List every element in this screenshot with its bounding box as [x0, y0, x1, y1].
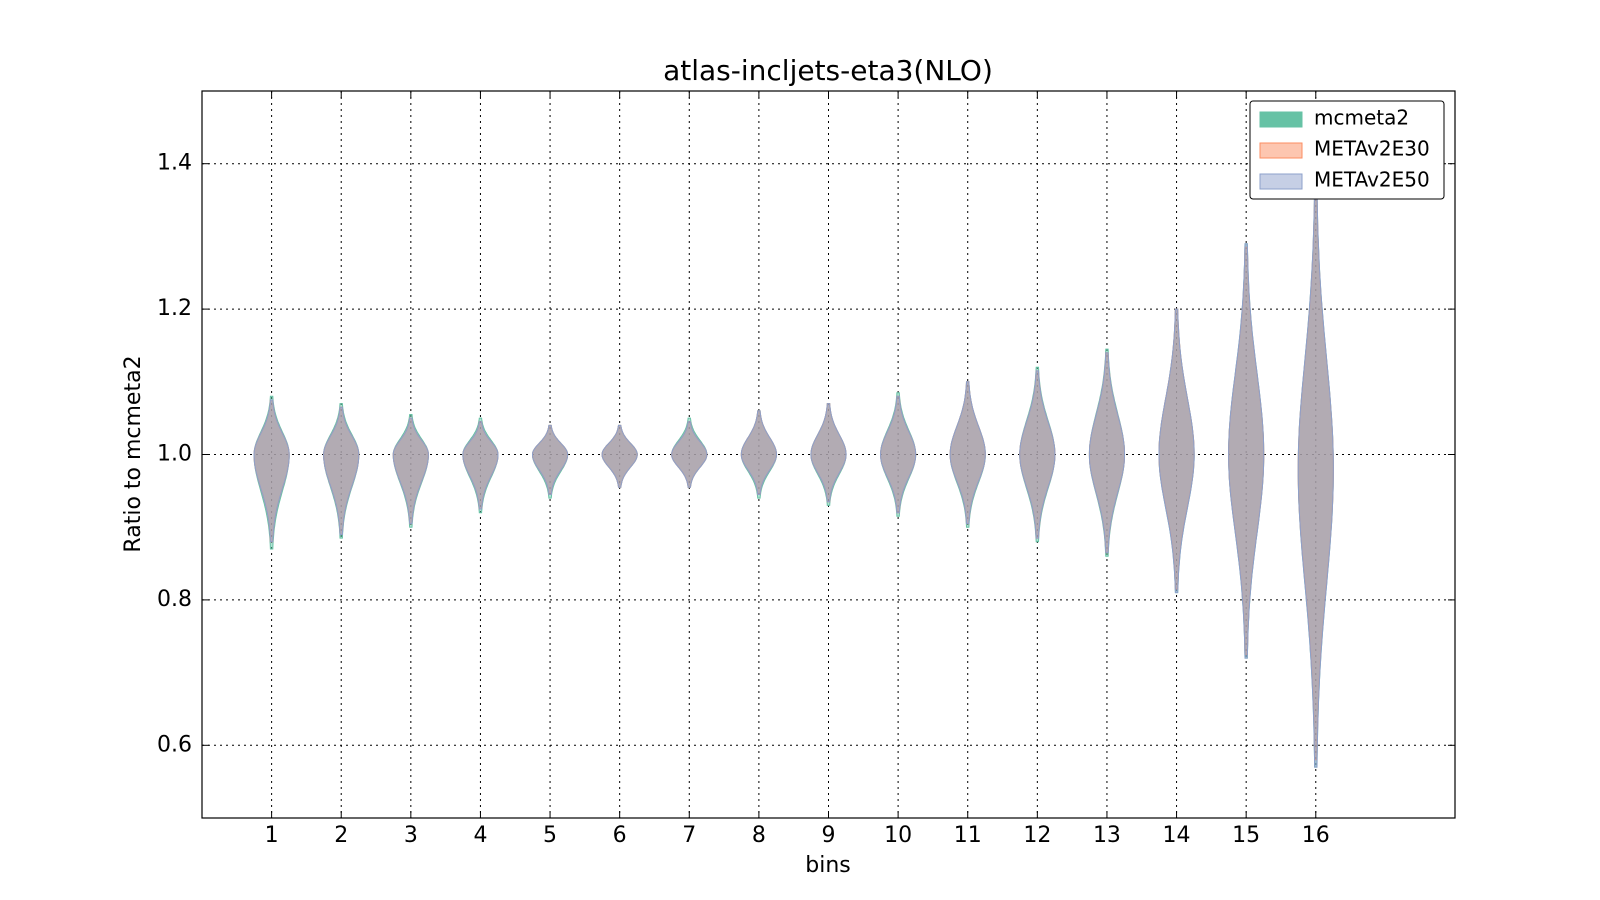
plot-frame: [201, 90, 1456, 819]
x-tick-label: 16: [1302, 823, 1330, 848]
y-axis-label: Ratio to mcmeta2: [121, 355, 146, 552]
x-tick-label: 9: [822, 823, 836, 848]
x-tick-label: 10: [884, 823, 912, 848]
chart-title: atlas-incljets-eta3(NLO): [663, 54, 993, 87]
x-tick-label: 1: [265, 823, 279, 848]
y-tick-label: 0.8: [157, 587, 192, 612]
violin: [740, 410, 777, 495]
violin: [462, 421, 499, 510]
violin: [532, 424, 569, 495]
violin: [671, 421, 708, 488]
violin: [253, 399, 290, 543]
violin: [879, 395, 917, 514]
violin: [810, 403, 847, 503]
legend-label: mcmeta2: [1314, 106, 1409, 130]
violin: [323, 406, 360, 535]
violin: [1088, 352, 1125, 554]
y-tick-label: 1.2: [157, 296, 192, 321]
x-tick-label: 13: [1093, 823, 1121, 848]
x-tick-label: 5: [543, 823, 557, 848]
violin: [601, 424, 638, 488]
violin: [949, 381, 986, 525]
legend-label: METAv2E30: [1314, 137, 1430, 161]
x-tick-label: 11: [954, 823, 982, 848]
x-tick-label: 8: [752, 823, 766, 848]
legend-label: METAv2E50: [1314, 168, 1430, 192]
violin: [392, 417, 429, 525]
legend-swatch: [1259, 173, 1303, 190]
violin: [1019, 370, 1056, 539]
x-tick-label: 4: [473, 823, 487, 848]
x-tick-label: 6: [613, 823, 627, 848]
x-tick-label: 7: [682, 823, 696, 848]
legend-swatch: [1259, 111, 1303, 128]
x-tick-label: 12: [1023, 823, 1051, 848]
y-tick-label: 1.4: [157, 151, 192, 176]
violin: [1297, 185, 1334, 768]
violin: [1228, 243, 1265, 659]
x-tick-label: 14: [1163, 823, 1191, 848]
violin: [1158, 308, 1195, 594]
x-tick-label: 15: [1232, 823, 1260, 848]
x-axis-label: bins: [805, 853, 850, 878]
x-tick-label: 2: [334, 823, 348, 848]
legend-swatch: [1259, 142, 1303, 159]
x-tick-label: 3: [404, 823, 418, 848]
y-tick-label: 1.0: [157, 442, 192, 467]
y-tick-label: 0.6: [157, 732, 192, 757]
